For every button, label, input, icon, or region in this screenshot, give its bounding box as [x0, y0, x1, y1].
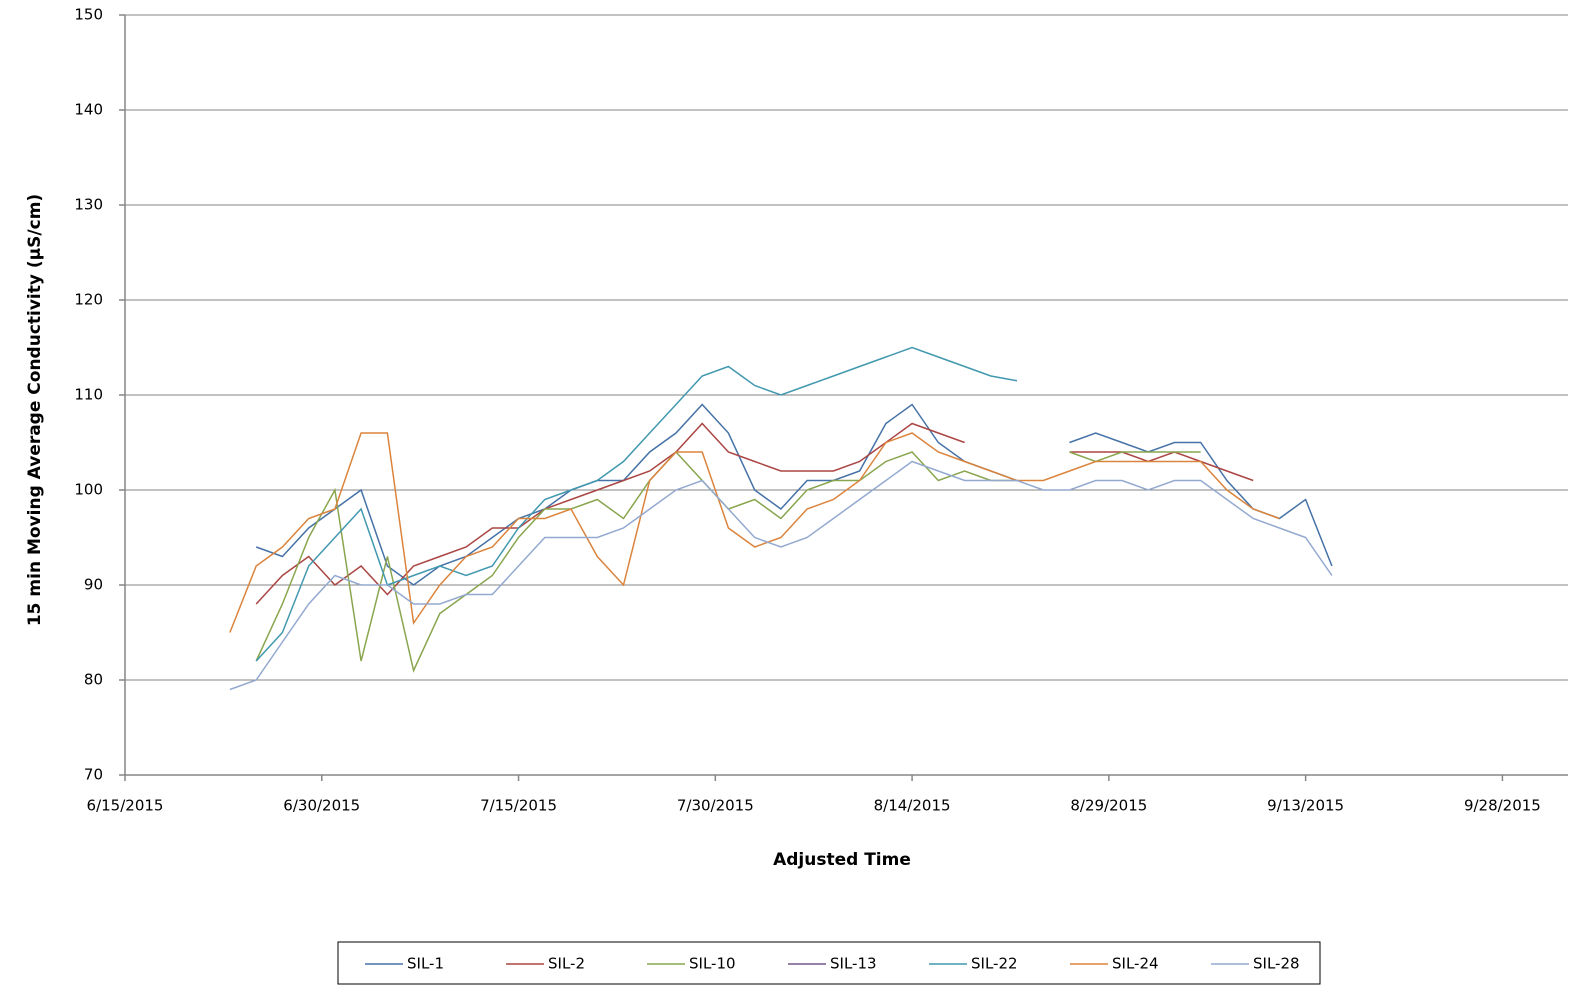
x-tick-label: 8/14/2015 — [874, 797, 951, 815]
series-line — [1069, 432, 1333, 567]
y-tick-label: 120 — [74, 291, 103, 309]
legend-label: SIL-1 — [407, 955, 444, 973]
legend-box — [337, 941, 1321, 985]
x-tick-label: 6/30/2015 — [283, 797, 360, 815]
series-line — [255, 403, 1018, 586]
y-tick-label: 90 — [84, 576, 103, 594]
x-tick-label: 7/15/2015 — [480, 797, 557, 815]
legend-label: SIL-28 — [1253, 955, 1300, 973]
x-tick-label: 9/28/2015 — [1464, 797, 1541, 815]
x-axis-label: Adjusted Time — [773, 850, 911, 870]
series-line — [255, 422, 965, 605]
legend-label: SIL-22 — [971, 955, 1018, 973]
y-tick-label: 140 — [74, 101, 103, 119]
legend-label: SIL-10 — [689, 955, 736, 973]
series-line — [1069, 451, 1201, 463]
x-tick-label: 7/30/2015 — [677, 797, 754, 815]
legend-label: SIL-13 — [830, 955, 877, 973]
y-tick-label: 70 — [84, 766, 103, 784]
x-tick-label: 8/29/2015 — [1070, 797, 1147, 815]
y-tick-label: 130 — [74, 196, 103, 214]
series-line — [255, 346, 1018, 662]
x-tick-label: 6/15/2015 — [87, 797, 164, 815]
y-tick-label: 150 — [74, 6, 103, 24]
y-tick-label: 110 — [74, 386, 103, 404]
legend-label: SIL-2 — [548, 955, 585, 973]
x-tick-label: 9/13/2015 — [1267, 797, 1344, 815]
y-tick-label: 100 — [74, 481, 103, 499]
series-line — [229, 432, 1280, 633]
y-tick-label: 80 — [84, 671, 103, 689]
series-line — [1069, 451, 1254, 482]
legend-label: SIL-24 — [1112, 955, 1159, 973]
series-line — [255, 450, 1017, 673]
series-line — [229, 460, 1333, 691]
y-axis-label: 15 min Moving Average Conductivity (µS/c… — [25, 194, 45, 626]
